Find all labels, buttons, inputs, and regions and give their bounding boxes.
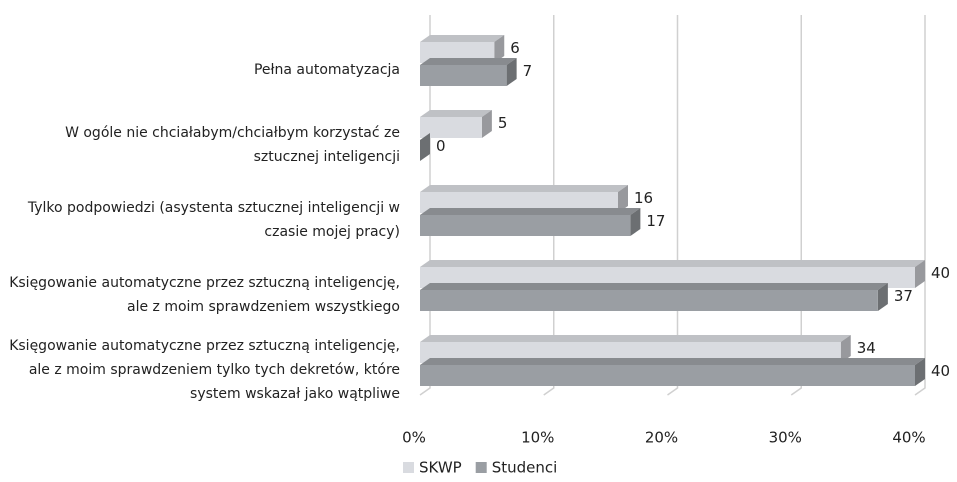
bar (420, 65, 507, 86)
value-label: 17 (646, 212, 665, 230)
bar-top (420, 208, 641, 215)
category-label: Tylko podpowiedzi (asystenta sztucznej i… (27, 200, 400, 240)
bar-side (494, 35, 505, 63)
bar (420, 342, 841, 363)
x-tick-label: 20% (645, 429, 678, 447)
value-label: 37 (894, 287, 913, 305)
bar-side (618, 185, 628, 213)
bar-top (420, 260, 925, 267)
legend-label: Studenci (492, 459, 558, 477)
bar-side (915, 358, 925, 386)
bar-side (877, 283, 888, 311)
bar-side (506, 58, 517, 86)
value-label: 40 (931, 264, 950, 282)
bar (420, 192, 618, 213)
bar-top (420, 283, 888, 290)
bar (420, 365, 915, 386)
value-label: 0 (436, 137, 446, 155)
grid-line (667, 15, 679, 396)
x-tick-label: 10% (521, 429, 554, 447)
x-tick-label: 40% (892, 429, 925, 447)
bar-top (420, 185, 628, 192)
bar-side (915, 260, 925, 288)
grid-line (790, 15, 802, 396)
category-label: Księgowanie automatyczne przez sztuczną … (9, 275, 400, 315)
legend-swatch (403, 462, 414, 473)
legend-swatch (475, 462, 487, 473)
bar-top (420, 58, 517, 65)
bar-side (840, 335, 851, 363)
bar (420, 267, 915, 288)
category-label: W ogóle nie chciałabym/chciałbym korzyst… (65, 125, 400, 165)
bar (420, 117, 482, 138)
grid-line (543, 15, 555, 396)
category-label: Księgowanie automatyczne przez sztuczną … (9, 338, 400, 402)
bar-top (420, 35, 505, 42)
bar (420, 42, 495, 63)
value-label: 34 (857, 339, 876, 357)
x-tick-label: 0% (402, 429, 426, 447)
bar-top (420, 110, 492, 117)
bar-side (630, 208, 641, 236)
bar-top (420, 335, 851, 342)
value-label: 7 (523, 62, 533, 80)
category-label: Pełna automatyzacja (253, 62, 400, 78)
bar-side (420, 133, 430, 161)
bar-top (420, 358, 925, 365)
grid-line (914, 15, 926, 396)
value-label: 6 (510, 39, 520, 57)
legend-label: SKWP (419, 459, 462, 477)
bar (420, 215, 631, 236)
bar (420, 290, 878, 311)
value-label: 5 (498, 114, 508, 132)
value-label: 40 (931, 362, 950, 380)
value-label: 16 (634, 189, 653, 207)
x-tick-label: 30% (769, 429, 802, 447)
bar-side (481, 110, 492, 138)
